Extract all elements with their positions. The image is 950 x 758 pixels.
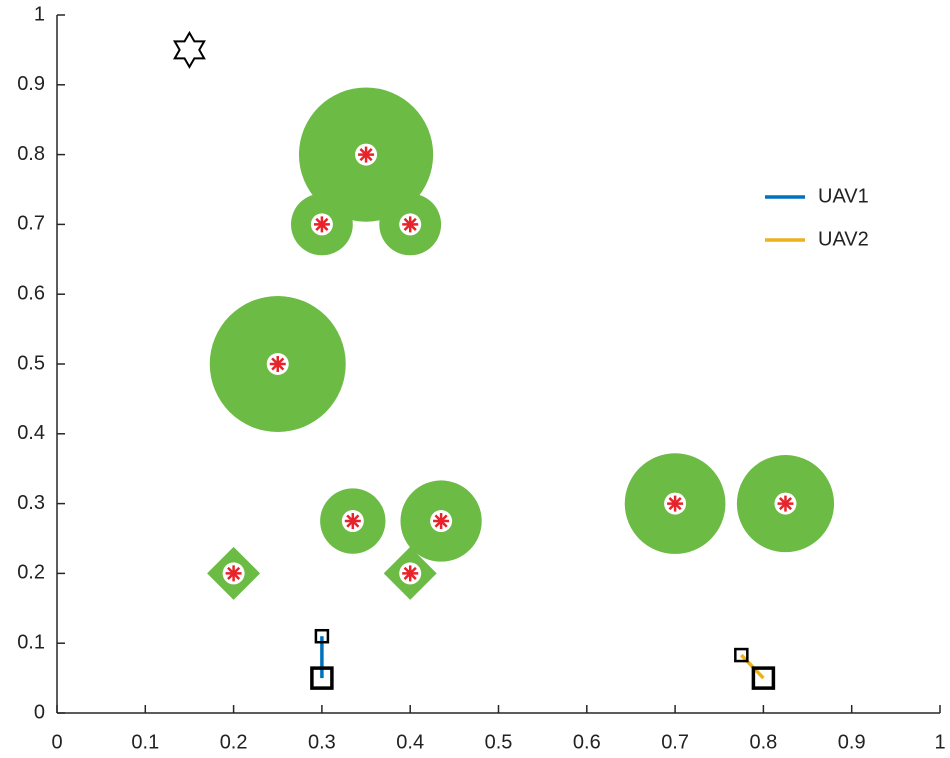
obstacle-center <box>664 492 687 515</box>
obstacle-center <box>774 492 797 515</box>
x-tick-label: 0.7 <box>661 731 689 753</box>
goal-fill <box>176 42 203 65</box>
x-tick-label: 0.4 <box>396 731 424 753</box>
uav-start <box>314 628 330 644</box>
x-tick-label: 1 <box>934 731 945 753</box>
center-spoke <box>359 148 373 162</box>
obstacle-center <box>222 562 245 585</box>
center-spoke <box>403 217 417 231</box>
y-tick-label: 0.6 <box>17 282 45 304</box>
y-tick-label: 0.9 <box>17 73 45 95</box>
x-tick-label: 0.3 <box>308 731 336 753</box>
y-tick-label: 0.5 <box>17 352 45 374</box>
x-tick-label: 0.1 <box>131 731 159 753</box>
y-tick-label: 0.3 <box>17 492 45 514</box>
center-spoke <box>271 357 285 371</box>
obstacle-center <box>430 510 453 533</box>
x-tick-label: 0.5 <box>485 731 513 753</box>
legend-label: UAV1 <box>818 185 869 207</box>
y-tick-label: 1 <box>34 3 45 25</box>
y-tick-label: 0.1 <box>17 631 45 653</box>
x-tick-label: 0.2 <box>220 731 248 753</box>
center-spoke <box>346 514 360 528</box>
goal <box>172 30 206 69</box>
y-tick-label: 0 <box>34 701 45 723</box>
y-tick-label: 0.7 <box>17 213 45 235</box>
center-spoke <box>315 217 329 231</box>
x-tick-label: 0 <box>51 731 62 753</box>
obstacle-center <box>266 353 289 375</box>
obstacle-center <box>341 510 364 533</box>
y-tick-label: 0.8 <box>17 143 45 165</box>
y-tick-label: 0.4 <box>17 422 45 444</box>
obstacle-center <box>399 562 422 585</box>
center-spoke <box>778 497 793 511</box>
center-spoke <box>434 514 448 528</box>
center-spoke <box>403 566 417 580</box>
center-spoke <box>668 497 682 511</box>
obstacle-center <box>399 213 422 236</box>
x-tick-label: 0.9 <box>838 731 866 753</box>
center-spoke <box>227 566 241 580</box>
uav-end <box>751 666 776 690</box>
obstacle-center <box>310 213 333 236</box>
uav-end <box>310 666 334 690</box>
y-tick-label: 0.2 <box>17 562 45 584</box>
x-tick-label: 0.8 <box>749 731 777 753</box>
legend-label: UAV2 <box>818 228 869 250</box>
x-tick-label: 0.6 <box>573 731 601 753</box>
obstacle-center <box>355 143 378 166</box>
uav-start <box>734 647 749 663</box>
